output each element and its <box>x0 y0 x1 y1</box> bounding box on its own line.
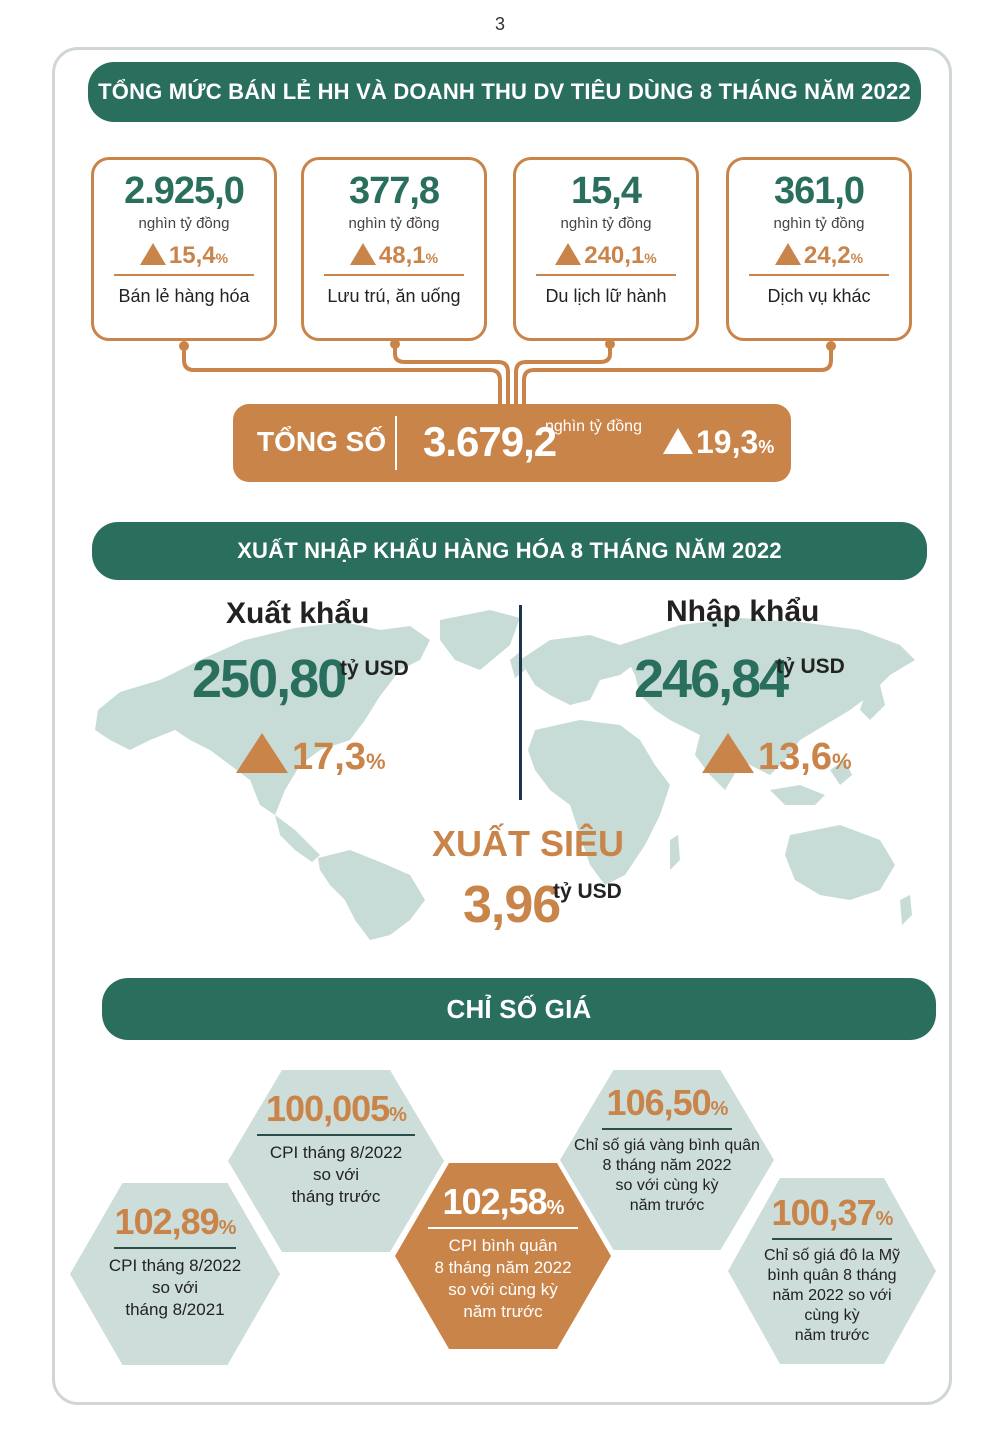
surplus-value: 3,96 <box>463 876 561 934</box>
retail-card-accommodation: 377,8 nghìn tỷ đồng 48,1% Lưu trú, ăn uố… <box>301 157 487 341</box>
card-unit: nghìn tỷ đồng <box>348 215 440 232</box>
retail-card-goods: 2.925,0 nghìn tỷ đồng 15,4% Bán lẻ hàng … <box>91 157 277 341</box>
card-label: Bán lẻ hàng hóa <box>118 286 250 306</box>
price-hex-cpi-mom: 100,005% CPI tháng 8/2022 so với tháng trư… <box>228 1070 444 1252</box>
import-value: 246,84 <box>634 649 789 709</box>
up-triangle-icon <box>663 428 693 454</box>
growth-value: 13,6 <box>758 736 832 778</box>
hex-description: CPI tháng 8/2022 so với tháng trước <box>269 1143 403 1206</box>
hex-value: 106,50% <box>606 1082 729 1123</box>
export-value: 250,80 <box>192 649 347 709</box>
percent-sign: % <box>215 250 229 266</box>
price-banner: CHỈ SỐ GIÁ <box>102 978 936 1040</box>
hex-value: 100,37% <box>771 1192 894 1233</box>
hex-description: CPI bình quân 8 tháng năm 2022 so với cùng… <box>434 1236 572 1321</box>
hex-divider <box>602 1128 732 1130</box>
card-growth: 240,1% <box>536 242 676 276</box>
connector-line <box>514 344 612 404</box>
connector-line <box>393 344 510 404</box>
card-growth: 24,2% <box>749 242 889 276</box>
trade-divider <box>519 605 522 800</box>
connector-dot <box>179 341 189 351</box>
price-hex-cpi-avg: 102,58% CPI bình quân 8 tháng năm 2022 so … <box>395 1163 611 1349</box>
retail-banner: TỔNG MỨC BÁN LẺ HH VÀ DOANH THU DV TIÊU … <box>88 62 921 122</box>
card-value: 15,4 <box>571 170 642 212</box>
card-value: 2.925,0 <box>124 170 245 212</box>
card-value: 361,0 <box>773 170 865 212</box>
card-growth: 15,4% <box>114 242 254 276</box>
import-label: Nhập khẩu <box>666 595 820 628</box>
retail-card-travel: 15,4 nghìn tỷ đồng 240,1% Du lịch lữ hàn… <box>513 157 699 341</box>
percent-sign: % <box>831 749 852 774</box>
growth-value: 48,1 <box>378 242 426 269</box>
connector-dot <box>826 341 836 351</box>
total-separator <box>395 416 397 470</box>
connector-dot <box>390 339 400 349</box>
connector-line <box>182 346 502 404</box>
export-growth: 17,3% <box>236 733 386 779</box>
card-growth: 48,1% <box>324 242 464 276</box>
export-label: Xuất khẩu <box>226 597 370 630</box>
up-triangle-icon <box>702 733 754 773</box>
trade-banner: XUẤT NHẬP KHẨU HÀNG HÓA 8 THÁNG NĂM 2022 <box>92 522 927 580</box>
price-hex-usd: 100,37% Chỉ số giá đô la Mỹ bình quân 8 t… <box>728 1178 936 1364</box>
world-map-icon <box>95 610 915 940</box>
import-growth: 13,6% <box>702 733 852 779</box>
up-triangle-icon <box>774 243 801 265</box>
percent-sign: % <box>425 250 439 266</box>
connector-line <box>522 346 833 404</box>
card-unit: nghìn tỷ đồng <box>560 215 652 232</box>
hex-value: 102,89% <box>114 1201 237 1242</box>
price-hex-gold: 106,50% Chỉ số giá vàng bình quân 8 tháng… <box>560 1070 774 1250</box>
percent-sign: % <box>644 250 657 266</box>
hex-description: Chỉ số giá vàng bình quân 8 tháng năm 202… <box>574 1137 760 1214</box>
price-hex-cpi-yoy: 102,89% CPI tháng 8/2022 so với tháng 8/20… <box>70 1183 280 1365</box>
card-label: Lưu trú, ăn uống <box>327 286 461 306</box>
hex-divider <box>257 1134 415 1136</box>
up-triangle-icon <box>139 243 166 265</box>
page-frame <box>52 47 952 1405</box>
hex-value: 102,58% <box>442 1181 565 1222</box>
import-unit: tỷ USD <box>776 655 845 678</box>
up-triangle-icon <box>555 243 582 265</box>
percent-sign: % <box>850 250 864 266</box>
surplus-unit: tỷ USD <box>553 880 622 903</box>
hex-value: 100,005% <box>266 1088 407 1129</box>
total-value: 3.679,2 <box>423 418 557 465</box>
up-triangle-icon <box>236 733 288 773</box>
export-unit: tỷ USD <box>340 657 409 680</box>
growth-value: 17,3 <box>292 736 366 778</box>
card-label: Dịch vụ khác <box>767 286 871 306</box>
percent-sign: % <box>365 749 386 774</box>
total-unit: nghìn tỷ đồng <box>545 418 642 435</box>
up-triangle-icon <box>349 243 376 265</box>
growth-value: 24,2 <box>803 242 851 269</box>
surplus-label: XUẤT SIÊU <box>432 823 625 864</box>
hex-divider <box>772 1238 892 1240</box>
card-unit: nghìn tỷ đồng <box>138 215 230 232</box>
retail-card-other-services: 361,0 nghìn tỷ đồng 24,2% Dịch vụ khác <box>726 157 912 341</box>
percent-sign: % <box>758 437 775 457</box>
total-label: TỔNG SỐ <box>257 426 387 457</box>
card-unit: nghìn tỷ đồng <box>773 215 865 232</box>
page-number: 3 <box>494 14 505 34</box>
connector-dot <box>605 339 615 349</box>
hex-description: CPI tháng 8/2022 so với tháng 8/2021 <box>108 1256 242 1319</box>
growth-value: 240,1 <box>584 242 645 269</box>
hex-description: Chỉ số giá đô la Mỹ bình quân 8 tháng năm … <box>763 1247 901 1344</box>
hex-divider <box>428 1227 578 1229</box>
total-growth: 19,3% <box>663 424 774 461</box>
card-label: Du lịch lữ hành <box>545 286 667 306</box>
retail-total-box: TỔNG SỐ 3.679,2 nghìn tỷ đồng 19,3% <box>233 404 791 482</box>
card-value: 377,8 <box>348 170 440 212</box>
growth-value: 19,3 <box>696 424 759 460</box>
growth-value: 15,4 <box>168 242 216 269</box>
connector-lines <box>179 339 836 404</box>
hex-divider <box>114 1247 236 1249</box>
